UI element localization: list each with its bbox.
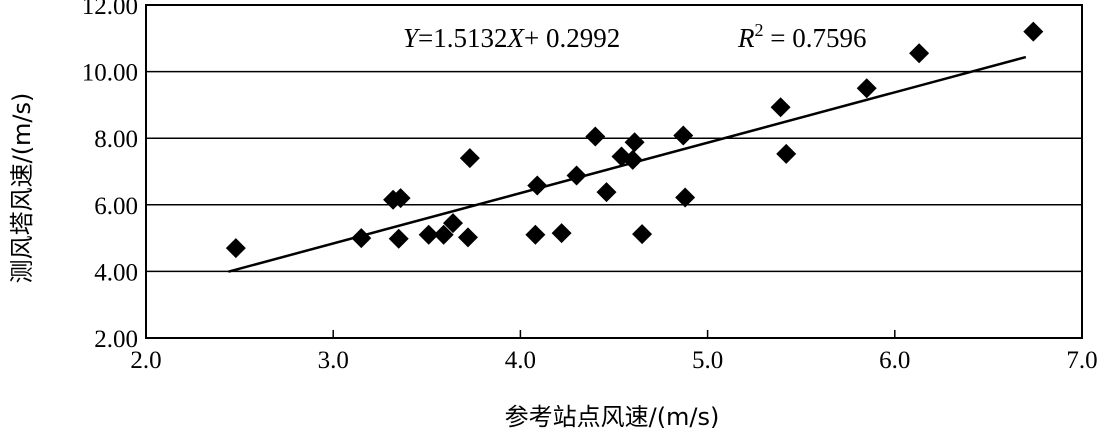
y-axis-label: 测风塔风速/(m/s): [8, 93, 36, 284]
r-squared-symbol: R: [737, 23, 755, 53]
y-tick-label: 4.00: [94, 259, 138, 286]
data-point: [566, 165, 587, 186]
x-tick-label: 6.0: [879, 347, 910, 374]
x-tick-label: 7.0: [1066, 347, 1097, 374]
data-point: [225, 238, 246, 259]
r-squared-exponent: 2: [755, 20, 764, 40]
data-point: [596, 182, 617, 203]
data-point: [390, 188, 411, 209]
data-point: [433, 224, 454, 245]
data-point: [675, 187, 696, 208]
x-axis-ticks: 2.0 3.0 4.0 5.0 6.0 7.0: [130, 330, 1097, 374]
data-point: [624, 132, 645, 153]
y-tick-label: 8.00: [94, 126, 138, 153]
data-point: [1023, 21, 1044, 42]
y-tick-label: 2.00: [94, 326, 138, 353]
equation-y-symbol: Y: [403, 23, 421, 53]
data-point: [388, 228, 409, 249]
data-point: [525, 224, 546, 245]
equation-intercept: + 0.2992: [524, 23, 620, 53]
y-tick-label: 10.00: [82, 60, 138, 87]
data-point: [856, 78, 877, 99]
data-point: [585, 126, 606, 147]
data-point: [632, 224, 653, 245]
data-point: [770, 97, 791, 118]
equation-x-symbol: X: [507, 23, 526, 53]
data-point: [673, 125, 694, 146]
data-point: [551, 223, 572, 244]
data-point: [776, 143, 797, 164]
x-tick-label: 4.0: [505, 347, 536, 374]
y-axis-ticks: 2.00 4.00 6.00 8.00 10.00 12.00: [82, 0, 138, 353]
data-point: [443, 213, 464, 234]
data-point: [459, 148, 480, 169]
equation-slope: =1.5132: [418, 23, 507, 53]
plot-area: [145, 4, 1083, 339]
r-squared-value: = 0.7596: [764, 23, 867, 53]
x-tick-label: 3.0: [318, 347, 349, 374]
x-tick-label: 5.0: [692, 347, 723, 374]
data-point: [351, 228, 372, 249]
y-tick-label: 6.00: [94, 193, 138, 220]
regression-equation: Y=1.5132X+ 0.2992: [403, 23, 620, 53]
x-tick-label: 2.0: [130, 347, 161, 374]
data-point: [909, 43, 930, 64]
r-squared-annotation: R2 = 0.7596: [737, 20, 866, 53]
gridlines: [146, 70, 1082, 273]
x-axis-label: 参考站点风速/(m/s): [505, 403, 720, 431]
data-point: [622, 149, 643, 170]
data-points: [225, 21, 1044, 259]
data-point: [418, 224, 439, 245]
data-point: [527, 175, 548, 196]
y-tick-label: 12.00: [82, 0, 138, 20]
data-point: [457, 227, 478, 248]
